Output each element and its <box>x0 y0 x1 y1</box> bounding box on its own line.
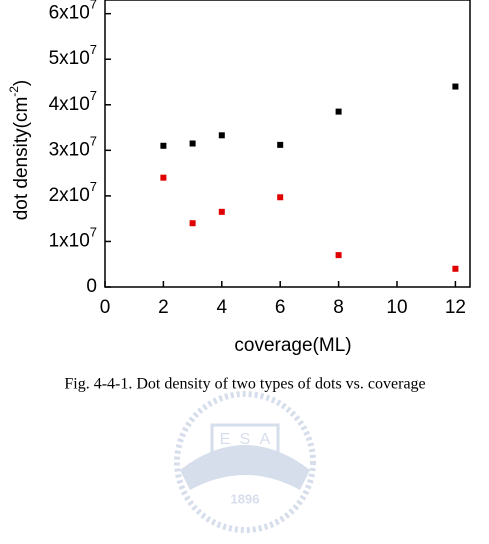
watermark-box <box>210 423 280 455</box>
y-tick-mantissa: 6x10 <box>49 3 90 24</box>
point <box>160 142 167 149</box>
y-axis-label: dot density(cm-2) <box>7 80 32 221</box>
y-tick-exponent: 7 <box>90 134 97 149</box>
watermark-letter: A <box>260 431 271 448</box>
y-tick-mantissa: 1x10 <box>49 230 90 251</box>
watermark-letter: S <box>240 431 251 448</box>
y-tick-exponent: 7 <box>90 225 97 240</box>
point <box>189 220 196 227</box>
y-tick-exponent: 7 <box>90 88 97 103</box>
watermark-ring <box>174 391 316 533</box>
x-tick-label: 0 <box>100 297 111 318</box>
point <box>189 140 196 147</box>
x-tick-label: 8 <box>333 297 344 318</box>
y-tick-label: 1x107 <box>49 225 97 252</box>
y-tick-exponent: 7 <box>90 179 97 194</box>
watermark-year: 1896 <box>231 491 260 506</box>
point <box>160 174 167 181</box>
y-tick-mantissa: 3x10 <box>49 139 90 160</box>
y-tick-label: 3x107 <box>49 134 97 161</box>
point <box>335 108 342 115</box>
x-tick-label: 10 <box>386 297 407 318</box>
y-tick-mantissa: 2x10 <box>49 185 90 206</box>
caption: Fig. 4-4-1. Dot density of two types of … <box>64 376 425 393</box>
y-tick-label: 6x107 <box>49 0 97 24</box>
x-tick-label: 6 <box>275 297 286 318</box>
point <box>277 141 284 148</box>
y-label-text: dot density(cm <box>11 97 32 221</box>
y-tick-label: 2x107 <box>49 179 97 206</box>
x-tick-label: 4 <box>217 297 228 318</box>
watermark-shape <box>180 445 310 490</box>
point <box>218 208 225 215</box>
y-tick-label: 0 <box>86 276 97 297</box>
point <box>218 132 225 139</box>
point <box>277 194 284 201</box>
y-tick-mantissa: 5x10 <box>49 48 90 69</box>
x-tick-label: 2 <box>158 297 169 318</box>
x-axis-label: coverage(ML) <box>234 335 351 356</box>
y-tick-mantissa: 4x10 <box>49 94 90 115</box>
y-tick-label: 5x107 <box>49 43 97 70</box>
point <box>335 252 342 259</box>
y-label-superscript: -2 <box>7 86 21 97</box>
watermark: E S A 1896 <box>174 391 316 533</box>
y-tick-exponent: 7 <box>90 43 97 58</box>
point <box>452 265 459 272</box>
y-tick-exponent: 7 <box>90 0 97 12</box>
x-tick-label: 12 <box>445 297 466 318</box>
y-tick-label: 4x107 <box>49 88 97 115</box>
point <box>452 83 459 90</box>
y-label-suffix: ) <box>11 80 32 86</box>
watermark-letter: E <box>220 431 231 448</box>
plot-frame <box>104 0 471 288</box>
